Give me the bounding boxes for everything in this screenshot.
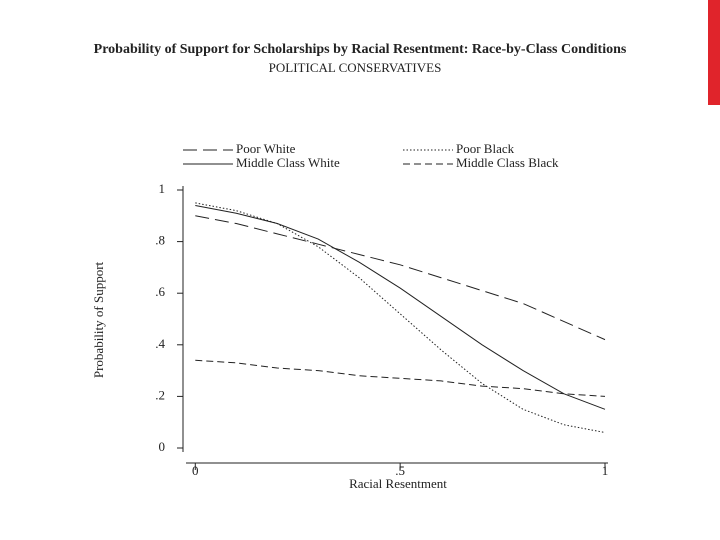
x-axis-label: Racial Resentment — [349, 476, 447, 491]
legend-label: Middle Class White — [236, 155, 340, 170]
y-tick-label: .4 — [155, 336, 165, 351]
legend-label: Middle Class Black — [456, 155, 559, 170]
y-axis-label: Probability of Support — [91, 261, 106, 378]
legend-label: Poor Black — [456, 141, 515, 156]
x-tick-label: .5 — [395, 463, 405, 478]
y-tick-label: 1 — [159, 181, 166, 196]
x-tick-label: 0 — [192, 463, 199, 478]
legend-label: Poor White — [236, 141, 296, 156]
y-tick-label: .2 — [155, 387, 165, 402]
series-line — [195, 202, 606, 434]
chart-subtitle: POLITICAL CONSERVATIVES — [269, 60, 442, 75]
accent-bar — [708, 0, 720, 105]
chart-title: Probability of Support for Scholarships … — [94, 42, 627, 57]
y-tick-label: .6 — [155, 284, 165, 299]
y-tick-label: 0 — [159, 439, 166, 454]
x-tick-label: 1 — [602, 463, 609, 478]
y-tick-label: .8 — [155, 233, 165, 248]
series-line — [195, 204, 606, 410]
series-line — [195, 359, 606, 397]
series-line — [195, 215, 606, 341]
